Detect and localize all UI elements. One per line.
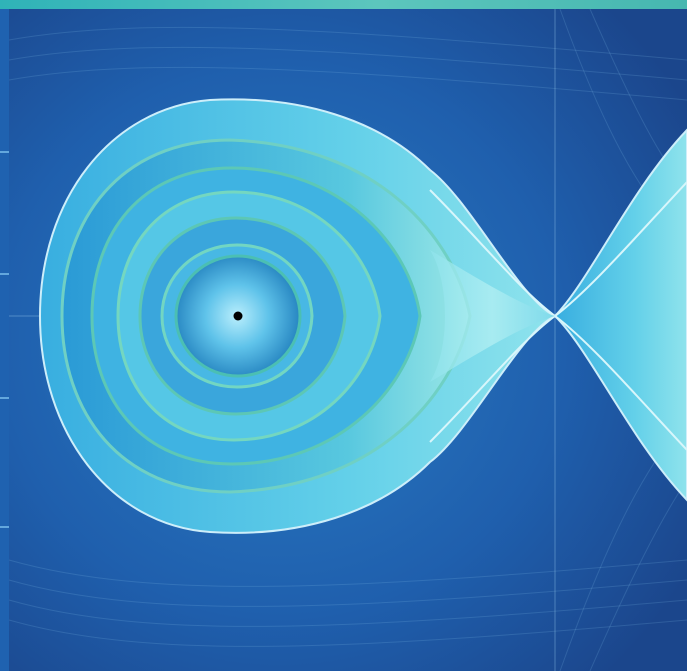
top-border [0, 0, 687, 9]
axis-tick [0, 526, 9, 528]
right-lobe [553, 128, 687, 502]
axis-tick [0, 397, 9, 399]
axis-tick [0, 151, 9, 153]
axis-tick [0, 273, 9, 275]
left-border [0, 9, 9, 671]
equilibrium-point [233, 311, 243, 321]
saddle-highlight [430, 250, 555, 382]
